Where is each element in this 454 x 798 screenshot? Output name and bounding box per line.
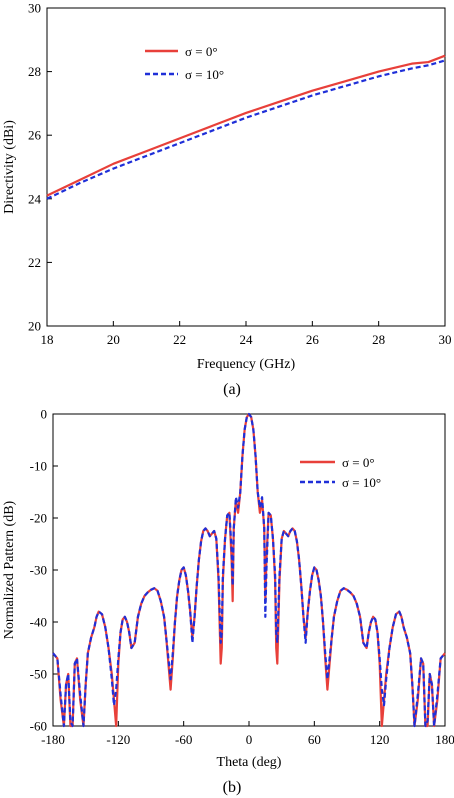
chart-a-y-tick-label-0: 20 (28, 319, 41, 334)
chart-a-x-tick-label-3: 24 (240, 332, 254, 347)
chart-a-legend-label-1: σ = 10° (185, 67, 224, 82)
chart-a-legend: σ = 0° σ = 10° (145, 44, 224, 82)
chart-b-y-tick-label-0: 0 (41, 407, 48, 422)
chart-a-y-axis-label: Directivity (dBi) (2, 120, 17, 214)
chart-b-y-tick-label-5: -50 (30, 667, 47, 682)
chart-b-pattern: -180 -120 -60 0 60 120 1800-10-20-30-40-50-60 … (2, 407, 454, 797)
chart-b-x-tick-label-2: -60 (175, 732, 192, 747)
chart-b-ticks: -180 -120 -60 0 60 120 180 0 -10 -20 -30 -40 -50 -60 (30, 407, 454, 748)
chart-b-series (52, 412, 446, 728)
chart-a-x-tick-label-0: 18 (41, 332, 54, 347)
chart-b-x-tick-label-1: -120 (106, 732, 130, 747)
chart-b-series-line-1 (52, 412, 446, 728)
chart-a-y-tick-label-2: 24 (28, 191, 42, 206)
chart-a-x-axis-label: Frequency (GHz) (197, 357, 296, 372)
chart-b-legend: σ = 0° σ = 10° (300, 455, 381, 490)
chart-a-x-tick-label-5: 28 (372, 332, 385, 347)
chart-a-series-line-0 (46, 54, 446, 197)
chart-b-x-tick-label-4: 60 (308, 732, 321, 747)
chart-b-x-tick-label-6: 180 (435, 732, 454, 747)
chart-b-x-axis-label: Theta (deg) (217, 755, 282, 770)
chart-a-y-tick-label-5: 30 (28, 1, 41, 16)
chart-a-caption: (a) (223, 381, 241, 398)
chart-b-y-axis-label: Normalized Pattern (dB) (2, 500, 17, 639)
chart-b-y-tick-label-4: -40 (30, 615, 47, 630)
chart-b-x-tick-label-5: 120 (370, 732, 390, 747)
chart-b-x-tick-label-3: 0 (246, 732, 253, 747)
chart-a-series (46, 54, 446, 200)
chart-b-caption: (b) (223, 779, 242, 796)
chart-a-x-tick-label-4: 26 (306, 332, 320, 347)
chart-a-x-tick-label-1: 20 (107, 332, 120, 347)
chart-a-legend-label-0: σ = 0° (185, 44, 218, 59)
chart-a-y-tick-label-3: 26 (28, 128, 42, 143)
chart-a-x-tick-label-6: 30 (439, 332, 452, 347)
chart-a-y-tick-label-1: 22 (28, 255, 41, 270)
chart-b-y-tick-label-6: -60 (30, 719, 47, 734)
chart-b-y-tick-label-1: -10 (30, 459, 47, 474)
chart-b-y-tick-label-3: -30 (30, 563, 47, 578)
chart-a-x-tick-label-2: 22 (173, 332, 186, 347)
chart-a-y-tick-label-4: 28 (28, 64, 41, 79)
chart-b-legend-label-1: σ = 10° (342, 475, 381, 490)
chart-a-series-line-1 (46, 59, 446, 200)
chart-b-y-tick-label-2: -20 (30, 511, 47, 526)
chart-b-x-tick-label-0: -180 (41, 732, 65, 747)
chart-b-legend-label-0: σ = 0° (342, 455, 375, 470)
